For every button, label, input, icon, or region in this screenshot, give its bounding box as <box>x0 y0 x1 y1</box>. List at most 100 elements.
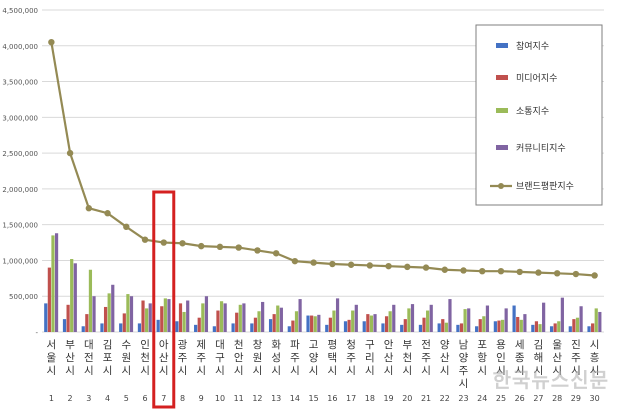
x-tick-label: 양 <box>440 339 450 351</box>
bar <box>111 284 115 332</box>
x-tick-label: 시 <box>459 378 469 390</box>
y-tick-label: 1,000,000 <box>2 257 38 265</box>
bar <box>276 305 280 332</box>
line-point <box>179 240 186 247</box>
bar <box>250 323 254 332</box>
x-tick-label: 시 <box>440 365 450 377</box>
bar <box>568 326 572 332</box>
x-tick-label: 구 <box>365 339 375 351</box>
bar <box>410 304 415 332</box>
bar <box>381 323 385 332</box>
x-tick-label: 시 <box>234 365 244 377</box>
x-tick-label: 부 <box>65 339 75 351</box>
bar <box>306 315 310 332</box>
x-tick-label: 천 <box>402 352 412 364</box>
bar <box>475 326 479 332</box>
bar <box>272 314 276 332</box>
x-tick-label: 시 <box>121 365 131 377</box>
x-tick-label: 시 <box>290 365 300 377</box>
x-axis-labels: 서울시1부산시2대전시3김포시4수원시5인천시6아산시7광주시8제주시9대구시1… <box>47 339 600 403</box>
bar <box>497 320 501 332</box>
bar <box>354 304 358 332</box>
legend-label: 참여지수 <box>516 40 549 52</box>
bar <box>572 319 576 332</box>
rank-label: 6 <box>142 394 147 403</box>
x-tick-label: 진 <box>571 339 581 351</box>
x-tick-label: 천 <box>140 352 150 364</box>
bar <box>261 301 265 332</box>
line-point <box>535 269 542 276</box>
bar <box>448 299 452 332</box>
x-tick-label: 택 <box>328 352 338 364</box>
rank-label: 29 <box>571 394 581 403</box>
bar <box>182 311 186 332</box>
bars <box>44 233 602 332</box>
bar <box>70 259 74 332</box>
line-point <box>272 250 280 257</box>
legend-box <box>475 24 603 206</box>
bar <box>235 312 239 332</box>
bar <box>343 321 348 332</box>
rank-label: 12 <box>252 394 262 403</box>
line-point <box>66 149 74 157</box>
bar <box>160 306 164 332</box>
line-point <box>422 264 430 271</box>
rank-label: 7 <box>161 394 166 403</box>
line-point <box>48 39 55 46</box>
line-point <box>291 257 299 265</box>
bar <box>219 301 224 332</box>
bar <box>294 311 299 332</box>
bar <box>163 298 167 332</box>
bar <box>317 314 321 332</box>
line-point <box>347 261 355 268</box>
x-tick-label: 제 <box>196 339 206 351</box>
bar <box>591 323 595 332</box>
x-tick-label: 파 <box>290 339 300 351</box>
x-tick-label: 주 <box>196 352 206 364</box>
x-tick-label: 산 <box>384 352 394 364</box>
bar <box>279 307 283 332</box>
bar <box>231 323 235 332</box>
x-tick-label: 시 <box>552 365 562 377</box>
x-tick-label: 종 <box>515 352 525 364</box>
bar <box>92 296 96 332</box>
legend-label: 미디어지수 <box>516 73 557 84</box>
bar <box>500 319 505 332</box>
line-point <box>441 266 448 273</box>
rank-label: 18 <box>365 394 375 403</box>
bar <box>516 316 520 332</box>
bar <box>519 319 523 332</box>
x-tick-label: 시 <box>309 365 319 377</box>
x-tick-label: 인 <box>496 352 506 364</box>
bar <box>478 319 482 332</box>
x-tick-label: 원 <box>121 352 131 364</box>
rank-label: 10 <box>215 394 225 403</box>
bar <box>542 302 546 332</box>
x-tick-label: 광 <box>178 339 188 351</box>
x-tick-label: 시 <box>496 365 506 377</box>
y-tick-label: - <box>35 329 38 337</box>
rank-label: 13 <box>271 394 281 403</box>
line-point <box>385 262 392 270</box>
bar <box>141 300 145 332</box>
line-point <box>104 210 111 217</box>
bar <box>482 316 486 332</box>
legend-swatch <box>496 145 508 150</box>
rank-label: 8 <box>180 394 185 403</box>
bar <box>257 311 261 332</box>
y-tick-label: 3,000,000 <box>2 114 38 122</box>
bar <box>129 296 134 332</box>
x-tick-label: 포 <box>477 339 487 351</box>
line-point <box>235 244 242 251</box>
rank-label: 4 <box>105 394 110 403</box>
bar <box>587 326 591 332</box>
rank-label: 25 <box>496 394 506 403</box>
x-tick-label: 시 <box>196 365 206 377</box>
bar <box>325 324 329 332</box>
rank-label: 23 <box>458 394 468 403</box>
bar <box>557 321 561 332</box>
bar <box>523 314 527 332</box>
bar <box>429 304 433 332</box>
x-tick-label: 양 <box>309 352 319 364</box>
